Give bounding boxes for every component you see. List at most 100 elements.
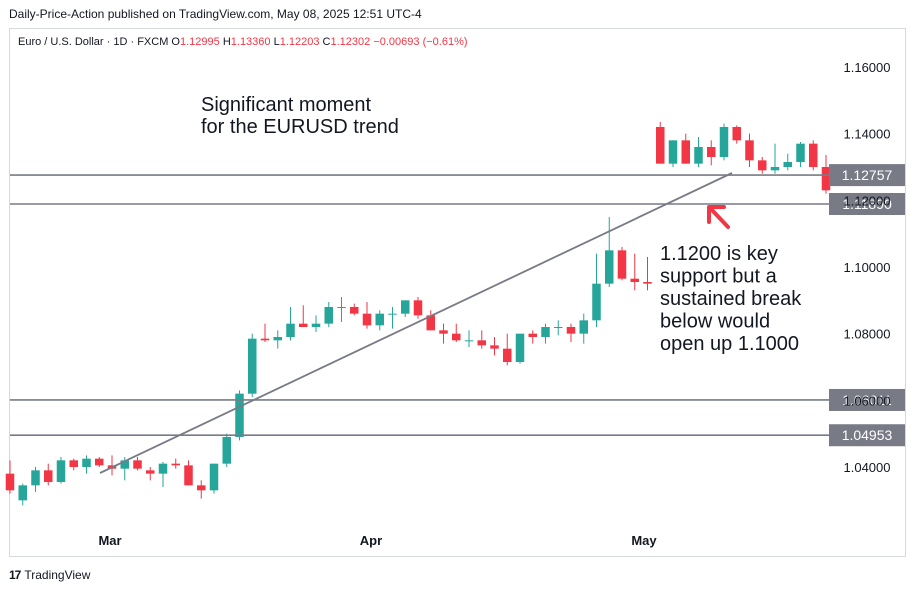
candle-body (362, 313, 372, 326)
candle-body (605, 250, 614, 284)
candle-body (413, 300, 423, 316)
candle-body (197, 485, 206, 491)
candle-body (5, 473, 15, 491)
y-tick-label: 1.14000 (844, 127, 891, 142)
brand-name: TradingView (24, 568, 91, 582)
open-label: O (171, 36, 180, 48)
candle-body (18, 485, 27, 501)
candle-body (732, 127, 741, 141)
y-tick-label: 1.08000 (844, 327, 891, 342)
level-label: 1.11890 (842, 196, 892, 212)
close-value: 1.12302 (330, 36, 371, 48)
candle-body (82, 458, 91, 467)
annotation-text: support but a (660, 266, 778, 288)
candle-body (439, 330, 448, 334)
high-label: H (222, 36, 231, 48)
candle-body (146, 470, 155, 474)
level-label: 1.06011 (842, 392, 892, 408)
candle-body (719, 127, 729, 157)
candle-body (592, 283, 601, 321)
candle-body (668, 140, 678, 164)
candle-body (464, 340, 474, 342)
candle-body (630, 278, 639, 282)
candle-body (490, 345, 499, 349)
y-tick-label: 1.06000 (844, 393, 891, 408)
candle-body (796, 143, 805, 162)
candle-body (515, 333, 525, 362)
candle-body (388, 313, 397, 315)
candle-body (528, 333, 537, 337)
level-label-bg (829, 193, 905, 215)
annotation-text: for the EURUSD trend (201, 116, 399, 138)
candle-body (401, 300, 410, 314)
y-tick-label: 1.12000 (844, 193, 891, 208)
candle-body (286, 323, 295, 337)
candle-body (375, 313, 384, 326)
candle-body (299, 323, 308, 327)
candle-body (337, 307, 346, 308)
candle-body (745, 140, 754, 161)
candle-body (209, 463, 219, 491)
candle-body (56, 460, 66, 482)
arrow-shaft-icon (709, 207, 730, 229)
candle-body (643, 282, 652, 284)
candle-body (222, 437, 231, 464)
high-value: 1.13360 (230, 36, 271, 48)
candle-body (681, 140, 690, 164)
footer-brand: 17 TradingView (9, 568, 90, 582)
candle-body (69, 460, 78, 467)
symbol-legend: Euro / U.S. Dollar · 1D · FXCM O1.12995 … (18, 36, 468, 48)
low-label: L (273, 36, 280, 48)
candle-body (579, 320, 588, 334)
close-label: C (322, 36, 331, 48)
candle-body (503, 348, 512, 362)
candle-body (617, 250, 627, 279)
open-value: 1.12995 (179, 36, 220, 48)
candle-body (694, 147, 703, 164)
candle-body (426, 315, 435, 331)
candle-body (566, 327, 576, 334)
annotation-text: 1.1200 is key (660, 243, 778, 265)
change-value: −0.00693 (−0.61%) (373, 36, 468, 48)
publish-header: Daily-Price-Action published on TradingV… (9, 7, 422, 21)
x-tick-label: Mar (98, 533, 121, 548)
candle-body (311, 323, 321, 327)
candle-body (477, 340, 486, 346)
level-label: 1.12757 (842, 167, 893, 183)
candle-body (120, 460, 129, 469)
candle-body (783, 162, 792, 167)
y-tick-label: 1.16000 (844, 60, 891, 75)
level-label: 1.04953 (842, 427, 893, 443)
level-label-bg (829, 164, 905, 187)
annotation-text: Significant moment (201, 94, 372, 116)
candle-body (95, 458, 104, 466)
candle-body (44, 470, 53, 482)
low-value: 1.12203 (279, 36, 320, 48)
candle-body (821, 167, 831, 191)
y-tick-label: 1.10000 (844, 260, 891, 275)
chart-frame (9, 28, 906, 557)
candle-body (31, 470, 40, 486)
level-label-bg (829, 388, 905, 411)
candle-body (235, 393, 244, 437)
candle-body (758, 160, 767, 171)
candle-body (770, 167, 780, 171)
arrow-head-icon (707, 205, 726, 224)
candle-body (541, 327, 550, 337)
trendline (99, 172, 733, 474)
candle-body (171, 463, 180, 466)
candle-body (260, 338, 270, 341)
candle-body (324, 307, 333, 324)
candle-body (158, 463, 168, 474)
level-label-bg (829, 424, 905, 447)
candle-body (809, 143, 818, 167)
y-tick-label: 1.04000 (844, 460, 891, 475)
candle-body (248, 338, 257, 394)
tradingview-logo-icon: 17 (9, 568, 21, 582)
symbol-name: Euro / U.S. Dollar · 1D · FXCM (18, 36, 169, 48)
candle-body (184, 465, 193, 486)
x-tick-label: May (631, 533, 657, 548)
annotation-text: below would (660, 311, 770, 333)
candle-body (554, 327, 563, 328)
x-tick-label: Apr (360, 533, 382, 548)
